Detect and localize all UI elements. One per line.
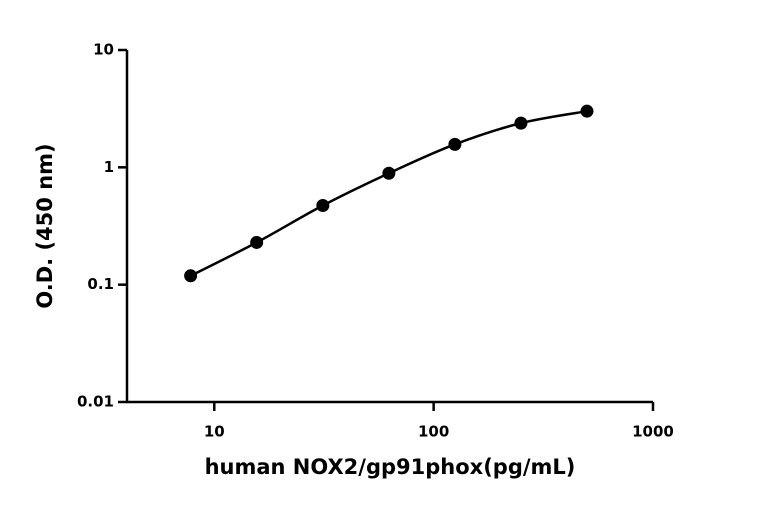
- y-tick-label: 0.01: [77, 393, 114, 411]
- x-tick-label: 1000: [632, 423, 674, 441]
- data-point: [184, 269, 198, 283]
- y-tick-label: 1: [104, 158, 114, 176]
- data-point: [316, 198, 330, 212]
- y-tick-label: 0.1: [87, 275, 114, 293]
- x-tick-label: 100: [418, 423, 449, 441]
- fit-curve: [190, 109, 588, 277]
- x-axis-title: human NOX2/gp91phox(pg/mL): [205, 455, 576, 479]
- data-point: [448, 137, 462, 151]
- y-tick-label: 10: [93, 41, 114, 59]
- data-point: [250, 235, 264, 249]
- data-point: [580, 104, 594, 118]
- data-point: [382, 166, 396, 180]
- y-axis-title: O.D. (450 nm): [33, 143, 57, 308]
- x-tick-label: 10: [204, 423, 225, 441]
- data-point: [514, 116, 528, 130]
